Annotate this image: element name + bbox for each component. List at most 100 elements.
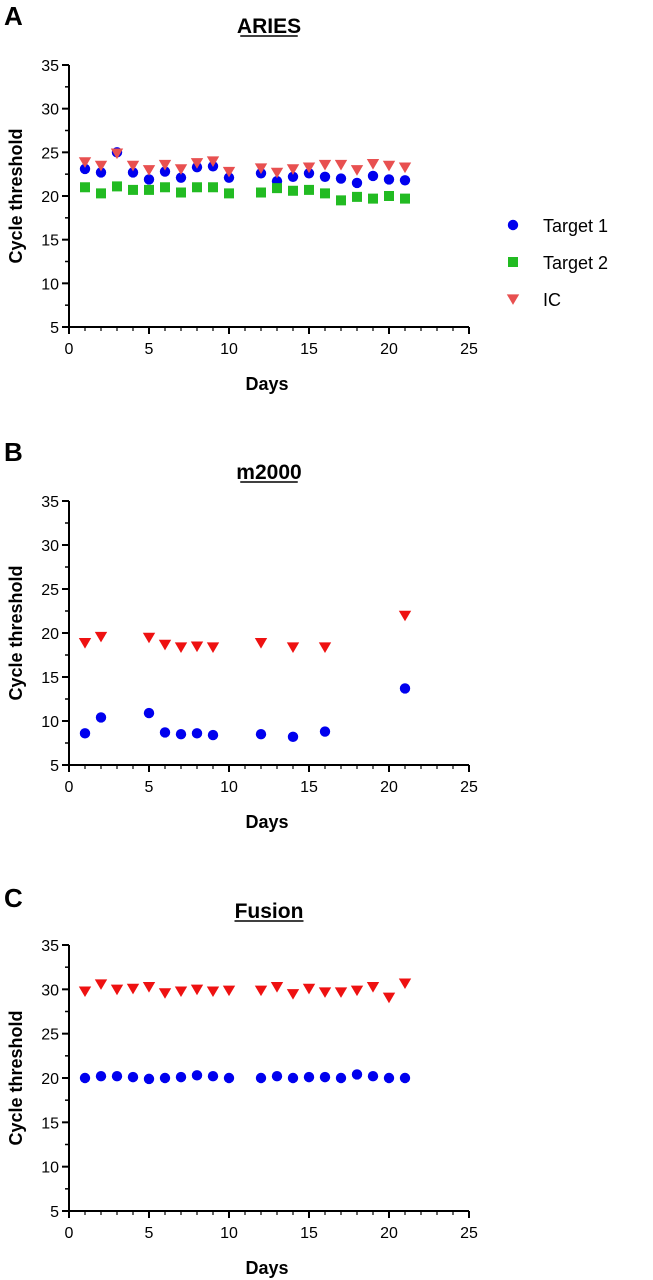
y-tick-label: 20 bbox=[41, 189, 59, 206]
series-ic bbox=[78, 978, 412, 1004]
panel-letter: B bbox=[4, 437, 23, 467]
data-point bbox=[126, 983, 140, 995]
x-tick-label: 25 bbox=[460, 1225, 478, 1242]
data-point bbox=[255, 729, 267, 740]
data-point bbox=[126, 160, 140, 172]
data-point bbox=[255, 1072, 267, 1084]
series-target-1 bbox=[79, 683, 411, 743]
data-point bbox=[143, 1073, 155, 1085]
data-point bbox=[367, 1071, 379, 1082]
x-axis-label: Days bbox=[245, 374, 288, 394]
data-point bbox=[78, 157, 92, 168]
y-tick-label: 25 bbox=[41, 1027, 59, 1044]
x-tick-label: 5 bbox=[145, 341, 154, 358]
data-point bbox=[399, 175, 411, 186]
data-point bbox=[95, 712, 107, 723]
data-point bbox=[286, 642, 300, 653]
y-tick-label: 25 bbox=[41, 145, 59, 162]
legend: Target 1 Target 2 IC bbox=[506, 216, 608, 310]
data-point bbox=[254, 163, 268, 174]
data-point bbox=[175, 729, 187, 740]
data-point bbox=[206, 642, 220, 653]
data-point bbox=[174, 986, 188, 997]
data-point bbox=[95, 167, 107, 178]
data-point bbox=[207, 1071, 219, 1082]
data-point bbox=[286, 164, 300, 175]
panel-letter: C bbox=[4, 883, 23, 913]
x-tick-label: 10 bbox=[220, 1225, 238, 1242]
data-point bbox=[304, 184, 314, 195]
data-point bbox=[367, 170, 379, 182]
data-point bbox=[288, 185, 298, 196]
data-point bbox=[254, 638, 268, 649]
y-tick-label: 10 bbox=[41, 276, 59, 293]
chart-title: ARIES bbox=[237, 15, 301, 38]
y-tick-label: 15 bbox=[41, 233, 59, 250]
data-point bbox=[79, 728, 91, 739]
data-point bbox=[352, 191, 362, 202]
data-point bbox=[175, 172, 187, 183]
data-point bbox=[287, 1072, 299, 1084]
x-tick-label: 20 bbox=[380, 1225, 398, 1242]
data-point bbox=[319, 171, 331, 182]
data-point bbox=[190, 984, 204, 996]
data-point bbox=[272, 183, 282, 194]
data-point bbox=[334, 987, 348, 998]
series-target-1 bbox=[79, 1069, 411, 1085]
data-point bbox=[95, 1071, 107, 1082]
data-point bbox=[224, 188, 234, 199]
data-point bbox=[94, 979, 108, 990]
x-tick-label: 15 bbox=[300, 779, 318, 796]
series-ic bbox=[78, 610, 412, 653]
data-point bbox=[382, 160, 396, 172]
y-tick-label: 5 bbox=[50, 320, 59, 337]
data-point bbox=[158, 988, 172, 999]
data-point bbox=[400, 193, 410, 204]
data-point bbox=[334, 159, 348, 171]
data-point bbox=[320, 188, 330, 199]
data-point bbox=[223, 1072, 235, 1084]
data-point bbox=[336, 195, 346, 206]
y-axis-label: Cycle threshold bbox=[6, 565, 26, 700]
legend-label: IC bbox=[543, 290, 561, 310]
x-tick-label: 0 bbox=[65, 341, 74, 358]
data-point bbox=[350, 985, 364, 997]
data-point bbox=[174, 164, 188, 175]
data-point bbox=[206, 156, 220, 167]
data-point bbox=[142, 982, 156, 993]
data-point bbox=[94, 631, 108, 643]
data-point bbox=[110, 148, 124, 160]
data-point bbox=[222, 985, 236, 997]
data-point bbox=[160, 182, 170, 193]
data-point bbox=[366, 159, 380, 170]
y-tick-label: 10 bbox=[41, 1160, 59, 1177]
y-tick-label: 10 bbox=[41, 714, 59, 731]
data-point bbox=[159, 166, 171, 177]
data-point bbox=[208, 182, 218, 193]
data-point bbox=[351, 177, 363, 189]
data-point bbox=[223, 172, 235, 183]
data-point bbox=[142, 632, 156, 644]
y-tick-label: 25 bbox=[41, 582, 59, 599]
data-point bbox=[159, 727, 171, 738]
y-tick-label: 30 bbox=[41, 538, 59, 555]
data-point bbox=[383, 174, 395, 185]
data-point bbox=[112, 181, 122, 192]
data-point bbox=[271, 1071, 283, 1082]
data-point bbox=[303, 1071, 315, 1083]
series-ic bbox=[78, 148, 412, 179]
data-point bbox=[80, 182, 90, 193]
x-tick-label: 10 bbox=[220, 779, 238, 796]
data-point bbox=[399, 1072, 411, 1084]
data-point bbox=[302, 162, 316, 174]
data-point bbox=[207, 729, 219, 741]
chart-title: Fusion bbox=[235, 900, 304, 923]
data-point bbox=[174, 642, 188, 653]
legend-marker bbox=[507, 219, 519, 231]
x-tick-label: 10 bbox=[220, 341, 238, 358]
data-point bbox=[159, 1072, 171, 1084]
